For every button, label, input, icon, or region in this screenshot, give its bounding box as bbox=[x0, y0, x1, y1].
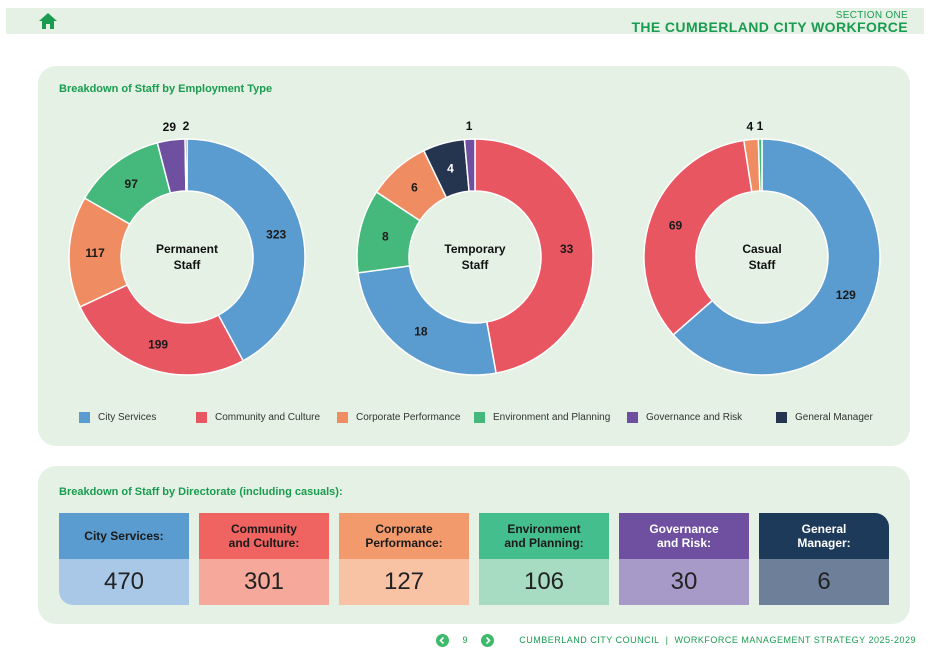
directorate-panel: Breakdown of Staff by Directorate (inclu… bbox=[38, 466, 910, 624]
directorate-card-value: 6 bbox=[759, 559, 889, 605]
header-bar: SECTION ONE THE CUMBERLAND CITY WORKFORC… bbox=[6, 8, 924, 35]
legend-label: Environment and Planning bbox=[493, 412, 611, 423]
employment-type-title: Breakdown of Staff by Employment Type bbox=[59, 83, 273, 95]
slice-label-casual-staff-corporate-performance: 4 bbox=[747, 120, 754, 134]
page-number: 9 bbox=[462, 635, 468, 645]
slice-label-permanent-staff-general-manager: 2 bbox=[183, 119, 190, 133]
legend-item-city-services: City Services bbox=[79, 412, 156, 423]
directorate-card-value: 301 bbox=[199, 559, 329, 605]
slice-label-temporary-staff-governance-and-risk: 1 bbox=[466, 119, 473, 133]
donut-center-title: Staff bbox=[174, 258, 202, 272]
donut-center-title: Permanent bbox=[156, 242, 218, 256]
legend-swatch bbox=[79, 412, 90, 423]
directorate-card: Environment and Planning: 106 bbox=[479, 513, 609, 605]
legend-label: City Services bbox=[98, 412, 157, 423]
directorate-card-label: General Manager: bbox=[759, 513, 889, 559]
directorate-card-label: Environment and Planning: bbox=[479, 513, 609, 559]
slice-label-temporary-staff-environment-and-planning: 8 bbox=[382, 230, 389, 244]
slice-permanent-staff-city-services bbox=[186, 138, 306, 362]
chevron-right-icon bbox=[485, 636, 491, 645]
slice-permanent-staff-community-and-culture bbox=[79, 283, 245, 376]
legend-label: Governance and Risk bbox=[646, 412, 743, 423]
slice-casual-staff-environment-and-planning bbox=[757, 138, 763, 192]
slice-label-casual-staff-city-services: 129 bbox=[836, 288, 856, 302]
employment-type-panel: Breakdown of Staff by Employment Type 32… bbox=[38, 66, 910, 446]
slice-label-permanent-staff-environment-and-planning: 97 bbox=[125, 177, 139, 191]
directorate-card-label: City Services: bbox=[59, 513, 189, 559]
legend-item-corporate-performance: Corporate Performance bbox=[337, 412, 461, 423]
directorate-card: Community and Culture: 301 bbox=[199, 513, 329, 605]
slice-label-permanent-staff-community-and-culture: 199 bbox=[148, 337, 168, 351]
legend-item-general-manager: General Manager bbox=[776, 412, 873, 423]
slice-temporary-staff-city-services bbox=[357, 265, 497, 376]
directorate-card: Governance and Risk: 30 bbox=[619, 513, 749, 605]
chevron-left-icon bbox=[439, 636, 445, 645]
legend-item-environment-and-planning: Environment and Planning bbox=[474, 412, 610, 423]
footer-separator: | bbox=[665, 635, 669, 645]
donut-center-title: Casual bbox=[742, 242, 781, 256]
legend-item-governance-and-risk: Governance and Risk bbox=[627, 412, 742, 423]
chart-legend: City Services Community and Culture Corpor… bbox=[79, 412, 899, 426]
donut-center-title: Staff bbox=[749, 258, 777, 272]
slice-label-permanent-staff-governance-and-risk: 29 bbox=[163, 120, 177, 134]
footer-org: CUMBERLAND CITY COUNCIL bbox=[519, 635, 660, 645]
directorate-card-value: 470 bbox=[59, 559, 189, 605]
slice-label-temporary-staff-city-services: 18 bbox=[414, 324, 428, 338]
directorate-card-value: 127 bbox=[339, 559, 469, 605]
legend-swatch bbox=[474, 412, 485, 423]
slice-label-temporary-staff-community-and-culture: 33 bbox=[560, 242, 574, 256]
legend-swatch bbox=[627, 412, 638, 423]
slice-label-casual-staff-environment-and-planning: 1 bbox=[757, 119, 764, 133]
donut-center-title: Staff bbox=[462, 258, 490, 272]
legend-label: Community and Culture bbox=[215, 412, 321, 423]
slice-label-permanent-staff-city-services: 323 bbox=[266, 227, 286, 241]
next-page-button[interactable] bbox=[481, 634, 494, 647]
directorate-card-label: Corporate Performance: bbox=[339, 513, 469, 559]
slice-casual-staff-city-services bbox=[672, 138, 881, 376]
legend-swatch bbox=[196, 412, 207, 423]
slice-label-temporary-staff-general-manager: 4 bbox=[447, 161, 454, 175]
directorate-card-label: Community and Culture: bbox=[199, 513, 329, 559]
slice-casual-staff-community-and-culture bbox=[643, 139, 753, 336]
legend-item-community-and-culture: Community and Culture bbox=[196, 412, 320, 423]
slice-temporary-staff-governance-and-risk bbox=[463, 138, 476, 193]
legend-swatch bbox=[337, 412, 348, 423]
directorate-card-label: Governance and Risk: bbox=[619, 513, 749, 559]
section-title: THE CUMBERLAND CITY WORKFORCE bbox=[631, 19, 908, 35]
legend-label: General Manager bbox=[795, 412, 873, 423]
directorate-title: Breakdown of Staff by Directorate (inclu… bbox=[59, 486, 343, 498]
home-icon[interactable] bbox=[38, 12, 58, 30]
directorate-card: City Services: 470 bbox=[59, 513, 189, 605]
slice-permanent-staff-general-manager bbox=[184, 138, 188, 192]
previous-page-button[interactable] bbox=[436, 634, 449, 647]
legend-label: Corporate Performance bbox=[356, 412, 461, 423]
directorate-card-value: 30 bbox=[619, 559, 749, 605]
footer-text: CUMBERLAND CITY COUNCIL | WORKFORCE MANAGE… bbox=[519, 635, 916, 645]
slice-label-casual-staff-community-and-culture: 69 bbox=[669, 219, 683, 233]
slice-temporary-staff-community-and-culture bbox=[474, 138, 594, 374]
footer-doc: WORKFORCE MANAGEMENT STRATEGY 2025-2029 bbox=[674, 635, 916, 645]
donut-center-title: Temporary bbox=[444, 242, 505, 256]
directorate-card: General Manager: 6 bbox=[759, 513, 889, 605]
legend-swatch bbox=[776, 412, 787, 423]
slice-label-permanent-staff-corporate-performance: 117 bbox=[85, 246, 105, 260]
directorate-card: Corporate Performance: 127 bbox=[339, 513, 469, 605]
section-label: SECTION ONE bbox=[835, 10, 908, 21]
slice-label-temporary-staff-corporate-performance: 6 bbox=[411, 181, 418, 195]
directorate-card-value: 106 bbox=[479, 559, 609, 605]
